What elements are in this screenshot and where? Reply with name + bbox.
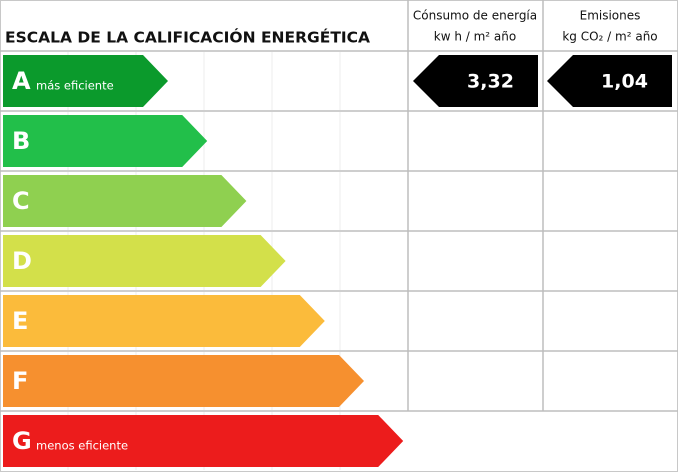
rating-arrow — [3, 235, 286, 287]
rating-arrow — [3, 355, 364, 407]
rating-label: más eficiente — [36, 79, 114, 93]
title: ESCALA DE LA CALIFICACIÓN ENERGÉTICA — [5, 28, 370, 47]
rating-letter: D — [12, 247, 32, 275]
rating-arrow — [3, 55, 168, 107]
column-header: Emisiones — [580, 9, 641, 23]
column-unit: kw h / m² año — [434, 30, 516, 44]
column-unit: kg CO₂ / m² año — [562, 30, 657, 44]
rating-arrow — [3, 295, 325, 347]
rating-arrow — [3, 175, 247, 227]
value-arrow — [413, 55, 538, 107]
rating-label: menos eficiente — [36, 439, 128, 453]
value-text: 3,32 — [467, 71, 514, 93]
rating-arrow — [3, 115, 208, 167]
rating-letter: B — [12, 127, 30, 155]
rating-letter: C — [12, 187, 30, 215]
rating-letter: A — [12, 67, 31, 95]
rating-arrow — [3, 415, 404, 467]
rating-letter: E — [12, 307, 28, 335]
rating-letter: F — [12, 367, 28, 395]
value-arrow — [547, 55, 672, 107]
table-grid — [0, 0, 678, 411]
column-header: Cónsumo de energía — [413, 9, 537, 23]
rating-letter: G — [12, 427, 32, 455]
value-text: 1,04 — [601, 71, 648, 93]
